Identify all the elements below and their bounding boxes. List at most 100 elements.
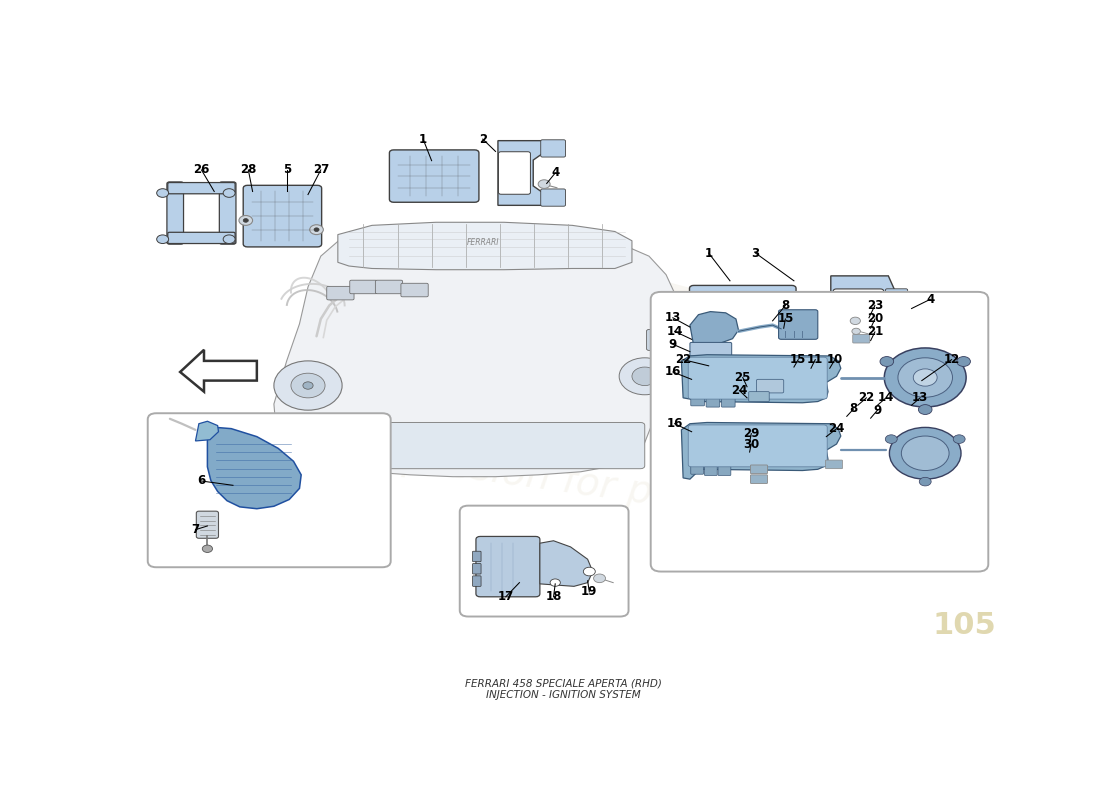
Text: 22: 22 — [858, 391, 874, 404]
Text: 13: 13 — [912, 391, 928, 404]
FancyBboxPatch shape — [722, 398, 735, 407]
Text: FERRARI: FERRARI — [466, 238, 499, 247]
Circle shape — [901, 436, 949, 470]
Text: 20: 20 — [867, 313, 883, 326]
Text: 18: 18 — [546, 590, 562, 603]
FancyBboxPatch shape — [460, 506, 628, 617]
FancyBboxPatch shape — [473, 576, 481, 586]
FancyBboxPatch shape — [750, 475, 768, 483]
FancyBboxPatch shape — [498, 152, 530, 194]
Text: 30: 30 — [744, 438, 759, 450]
Text: 16: 16 — [664, 366, 681, 378]
FancyBboxPatch shape — [541, 140, 565, 157]
FancyBboxPatch shape — [541, 189, 565, 206]
FancyBboxPatch shape — [779, 310, 817, 339]
FancyBboxPatch shape — [750, 465, 768, 474]
Text: 9: 9 — [873, 404, 881, 417]
Circle shape — [223, 189, 235, 198]
Text: 16: 16 — [667, 418, 683, 430]
Circle shape — [880, 357, 893, 366]
Circle shape — [954, 435, 965, 443]
Circle shape — [274, 361, 342, 410]
FancyBboxPatch shape — [691, 465, 704, 474]
Circle shape — [901, 330, 913, 339]
FancyBboxPatch shape — [350, 280, 377, 294]
Text: O: O — [772, 331, 914, 483]
FancyBboxPatch shape — [886, 289, 907, 316]
FancyBboxPatch shape — [168, 232, 235, 243]
Polygon shape — [338, 222, 631, 270]
FancyBboxPatch shape — [168, 182, 235, 194]
Circle shape — [890, 427, 961, 479]
Text: e: e — [560, 257, 679, 403]
Circle shape — [243, 218, 249, 222]
FancyBboxPatch shape — [473, 551, 481, 562]
Text: 7: 7 — [191, 523, 199, 536]
Text: 13: 13 — [664, 311, 681, 324]
FancyBboxPatch shape — [749, 392, 769, 402]
Text: 6: 6 — [197, 474, 206, 487]
FancyBboxPatch shape — [473, 563, 481, 574]
Text: 10: 10 — [827, 353, 843, 366]
Polygon shape — [274, 234, 679, 477]
Polygon shape — [180, 350, 257, 392]
Text: 28: 28 — [240, 163, 256, 177]
Text: 25: 25 — [735, 371, 751, 384]
Circle shape — [918, 405, 932, 414]
FancyBboxPatch shape — [283, 422, 645, 469]
Circle shape — [583, 567, 595, 576]
Circle shape — [631, 367, 658, 386]
Circle shape — [884, 348, 966, 407]
Text: 26: 26 — [194, 163, 210, 177]
Text: 29: 29 — [744, 427, 759, 440]
FancyBboxPatch shape — [757, 379, 783, 393]
Text: 15: 15 — [790, 353, 806, 366]
Polygon shape — [681, 354, 840, 402]
Text: 8: 8 — [781, 299, 790, 312]
Polygon shape — [498, 141, 542, 206]
FancyBboxPatch shape — [167, 182, 184, 244]
Text: 105: 105 — [933, 611, 997, 640]
Circle shape — [314, 228, 319, 231]
FancyBboxPatch shape — [243, 186, 321, 247]
Circle shape — [156, 189, 168, 198]
FancyBboxPatch shape — [327, 286, 354, 300]
Text: 14: 14 — [667, 325, 683, 338]
Text: U: U — [666, 293, 803, 443]
Text: 4: 4 — [551, 166, 559, 179]
Circle shape — [851, 328, 860, 334]
FancyBboxPatch shape — [718, 466, 730, 475]
FancyBboxPatch shape — [647, 330, 681, 350]
Text: 27: 27 — [312, 163, 329, 177]
Text: 1: 1 — [705, 246, 713, 259]
FancyBboxPatch shape — [690, 342, 732, 356]
Text: 21: 21 — [867, 326, 883, 338]
Text: 24: 24 — [828, 422, 845, 435]
Polygon shape — [196, 422, 219, 441]
FancyBboxPatch shape — [219, 182, 236, 244]
Text: 17: 17 — [497, 590, 514, 603]
FancyBboxPatch shape — [689, 425, 827, 467]
Text: a passion for parts: a passion for parts — [364, 434, 729, 522]
FancyBboxPatch shape — [704, 466, 717, 475]
Text: 15: 15 — [778, 313, 793, 326]
Circle shape — [202, 545, 212, 553]
Circle shape — [538, 180, 550, 189]
Polygon shape — [540, 541, 593, 586]
Circle shape — [239, 215, 253, 226]
FancyBboxPatch shape — [375, 280, 403, 294]
FancyBboxPatch shape — [852, 334, 870, 343]
Text: 8: 8 — [849, 402, 858, 415]
Circle shape — [850, 317, 860, 325]
Circle shape — [310, 225, 323, 234]
Polygon shape — [690, 311, 738, 345]
Circle shape — [302, 382, 313, 390]
FancyBboxPatch shape — [689, 357, 827, 399]
Text: S: S — [836, 352, 960, 499]
FancyBboxPatch shape — [476, 537, 540, 597]
FancyBboxPatch shape — [825, 460, 843, 469]
Text: 1: 1 — [419, 133, 427, 146]
Text: 19: 19 — [581, 586, 597, 598]
Text: 3: 3 — [751, 246, 760, 259]
Text: 24: 24 — [732, 384, 748, 397]
